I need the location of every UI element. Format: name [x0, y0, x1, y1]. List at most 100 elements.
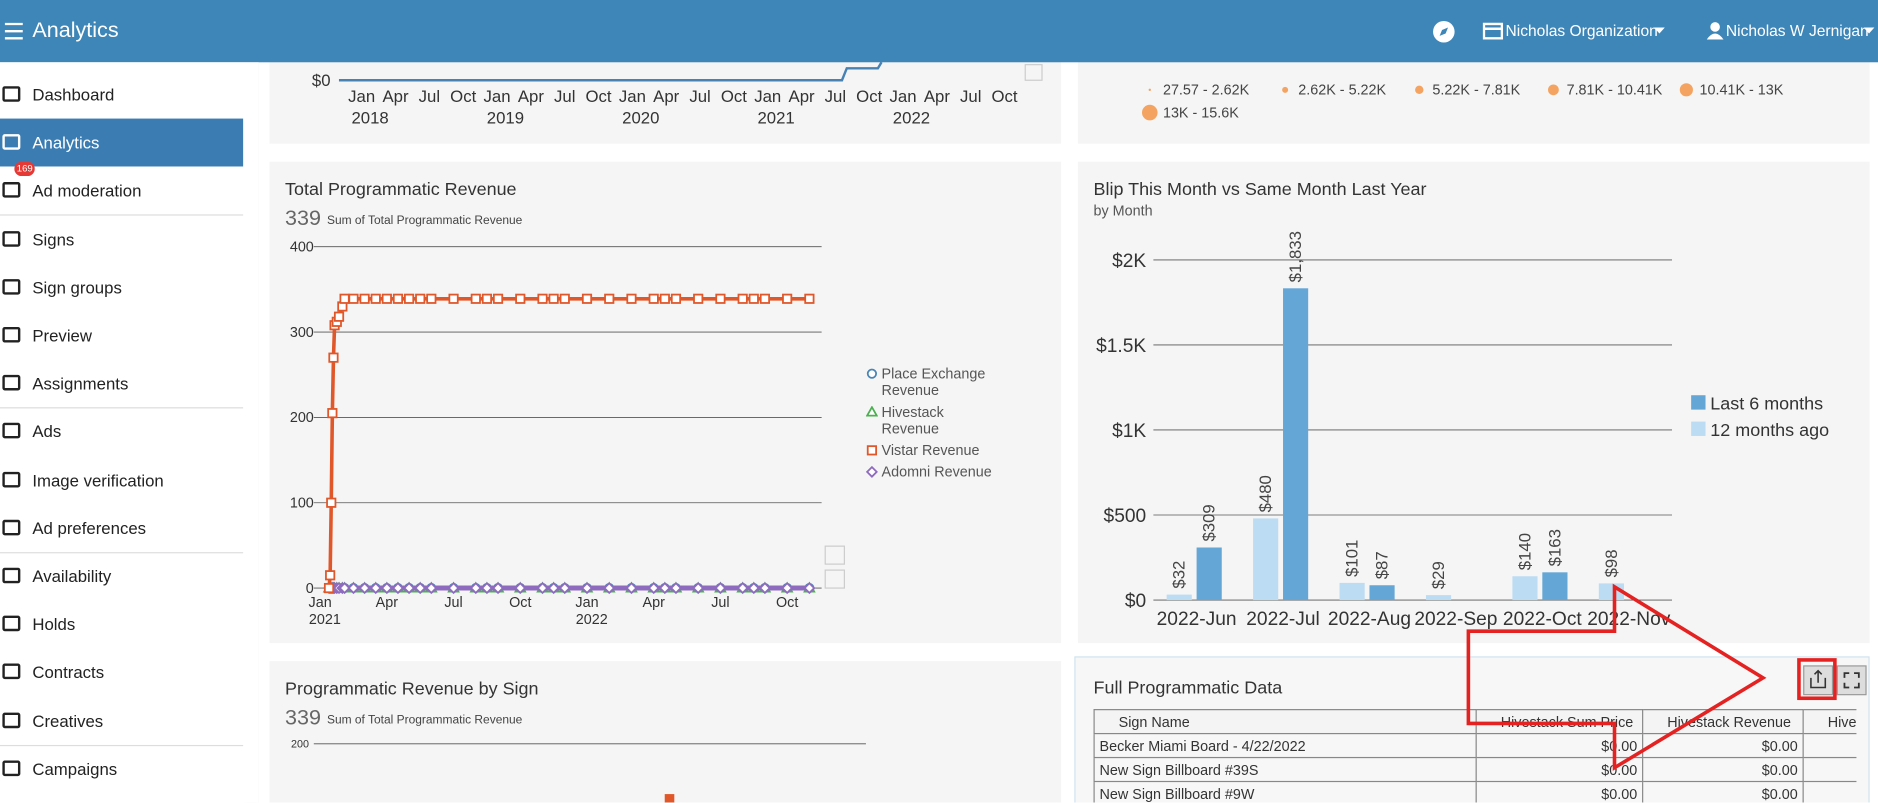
- bubble-legend-label: 27.57 - 2.62K: [1163, 83, 1250, 99]
- legend-swatch: [1691, 421, 1706, 436]
- nav-item[interactable]: Preview: [0, 311, 243, 359]
- total: 339: [285, 705, 321, 730]
- bubble-legend-marker: [1148, 88, 1151, 92]
- user-icon: [1706, 22, 1724, 40]
- nav-item[interactable]: Ad moderation 169: [0, 162, 243, 215]
- nav-item[interactable]: Ad preferences: [0, 504, 243, 552]
- nav-icon: [2, 760, 21, 776]
- bubble-legend-label: 13K - 15.6K: [1163, 105, 1239, 121]
- nav-icon: [2, 375, 21, 391]
- total-label: Sum of Total Programmatic Revenue: [327, 213, 523, 227]
- nav-item[interactable]: Holds: [0, 600, 243, 648]
- nav-label: Campaigns: [32, 759, 118, 779]
- marker: [558, 582, 571, 595]
- zoom-button[interactable]: [1024, 64, 1043, 81]
- x-tick-label: Jul: [711, 595, 729, 611]
- legend-item[interactable]: Adomni Revenue: [865, 463, 1001, 481]
- y-tick-label: 400: [290, 240, 314, 256]
- nav-label: Holds: [32, 614, 76, 634]
- marker: [480, 582, 493, 595]
- table-title: Full Programmatic Data: [1093, 677, 1283, 699]
- marker: [758, 582, 771, 595]
- nav-label: Preview: [32, 325, 92, 345]
- marker: [747, 582, 760, 595]
- nav-item[interactable]: Availability: [0, 552, 243, 600]
- legend-item[interactable]: Place Exchange Revenue: [866, 365, 1001, 399]
- x-tick-label: Jul: [689, 87, 710, 106]
- marker: [358, 582, 371, 595]
- legend-label: Adomni Revenue: [881, 463, 992, 481]
- nav-label: Ads: [32, 422, 62, 442]
- marker: [381, 293, 392, 304]
- x-tick-label: Oct: [992, 87, 1018, 106]
- marker: [492, 293, 504, 304]
- marker: [328, 352, 339, 363]
- x-tick-label: Jan: [575, 595, 598, 611]
- user-menu[interactable]: Nicholas W Jernigan: [1725, 21, 1869, 40]
- x-tick-label: Apr: [518, 87, 544, 106]
- nav-item[interactable]: Analytics: [0, 118, 244, 167]
- marker: [359, 293, 370, 304]
- nav-item[interactable]: Ads: [0, 408, 243, 456]
- bar: [1253, 518, 1279, 601]
- zoom-in[interactable]: [824, 545, 845, 565]
- line-partial: [338, 61, 883, 82]
- bar-partial: [664, 794, 675, 803]
- menu-icon[interactable]: [4, 22, 24, 40]
- marker: [403, 582, 416, 595]
- nav-item[interactable]: Image verification: [0, 456, 243, 504]
- marker: [547, 582, 560, 595]
- x-year-label: 2022: [576, 612, 608, 628]
- marker: [559, 293, 570, 304]
- marker: [537, 293, 548, 304]
- y-tick-label: 200: [290, 410, 314, 426]
- x-tick-label: Jan: [484, 87, 511, 106]
- table-cell: $0.00: [1642, 780, 1804, 803]
- total-label: Sum of Total Programmatic Revenue: [327, 712, 523, 726]
- column-header[interactable]: Sign Name: [1093, 709, 1477, 735]
- badge: 169: [14, 162, 36, 177]
- x-tick-label: 2022-Jun: [1157, 609, 1237, 630]
- nav-icon: [2, 326, 21, 343]
- zoom-out[interactable]: [824, 569, 845, 589]
- nav-item[interactable]: Creatives: [0, 697, 243, 745]
- marker: [737, 293, 748, 304]
- marker: [470, 293, 481, 304]
- header: Analytics Nicholas Organization Nicholas…: [0, 0, 1878, 63]
- column-header[interactable]: Hivestack Revenue: [1642, 709, 1804, 735]
- caret: [1863, 27, 1875, 34]
- legend-item[interactable]: Hivestack Revenue: [865, 404, 1001, 438]
- nav-label: Availability: [32, 566, 112, 586]
- nav-item[interactable]: Sign groups: [0, 263, 243, 311]
- nav-label: Sign groups: [32, 277, 122, 297]
- chart-title: Programmatic Revenue by Sign: [285, 679, 538, 699]
- nav-item[interactable]: Campaigns: [0, 745, 243, 793]
- bar: [1339, 582, 1365, 601]
- chart-subtitle: by Month: [1094, 204, 1153, 220]
- x-tick-label: Oct: [721, 87, 747, 106]
- separator: [0, 744, 244, 746]
- column-header[interactable]: Hives: [1802, 709, 1857, 735]
- data-label: $309: [1200, 504, 1219, 541]
- x-tick-label: Oct: [509, 595, 531, 611]
- nav-label: Signs: [32, 229, 75, 249]
- panel: [269, 661, 1062, 803]
- legend-item[interactable]: Vistar Revenue: [866, 442, 1001, 459]
- nav-item[interactable]: Signs: [0, 215, 243, 263]
- legend-marker: [866, 445, 878, 456]
- bubble-legend-marker: [1282, 86, 1289, 93]
- marker: [759, 293, 771, 304]
- data-label: $29: [1429, 561, 1448, 589]
- nav-item[interactable]: Contracts: [0, 648, 243, 696]
- organization-menu[interactable]: Nicholas Organization: [1505, 21, 1658, 40]
- nav-label: Ad preferences: [32, 518, 147, 538]
- fullscreen-button[interactable]: [1836, 665, 1867, 696]
- marker: [736, 582, 749, 595]
- x-tick-label: Apr: [643, 595, 666, 611]
- compass-icon[interactable]: [1432, 20, 1455, 43]
- y-tick-label: $0: [1125, 591, 1146, 612]
- nav-item[interactable]: Assignments: [0, 360, 243, 408]
- column-header[interactable]: Hivestack Sum Price: [1475, 709, 1644, 735]
- legend-label: Last 6 months: [1710, 394, 1823, 414]
- nav-item[interactable]: Dashboard: [0, 71, 243, 119]
